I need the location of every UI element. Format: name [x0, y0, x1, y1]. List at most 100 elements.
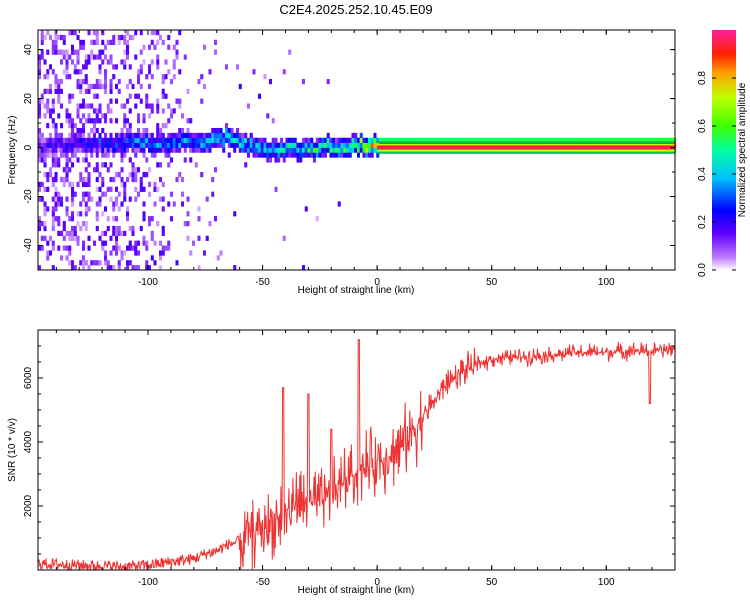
spectrogram-cell — [560, 137, 564, 143]
spectrogram-cell — [71, 30, 75, 36]
spectrogram-cell — [114, 147, 119, 153]
spectrogram-cell — [109, 137, 113, 143]
spectrogram-cell — [136, 132, 141, 139]
colorbar-gradient — [712, 30, 736, 270]
spectrogram-cell — [307, 152, 311, 158]
spectrogram-cell — [128, 34, 132, 41]
spectrogram-cell — [186, 127, 190, 134]
spectrogram-cell — [103, 255, 108, 261]
spectrogram-cell — [180, 137, 185, 143]
spectrogram-cell — [409, 137, 413, 143]
spectrogram-cell — [136, 265, 141, 271]
spectrogram-cell — [175, 54, 179, 60]
spectrogram-cell — [57, 88, 61, 94]
spectrogram-cell — [172, 59, 176, 65]
spectrogram-cell — [257, 93, 262, 99]
spectrogram-cell — [169, 142, 174, 148]
spectrogram-cell — [38, 132, 42, 139]
spectrogram-cell — [158, 147, 163, 153]
spectrogram-cell — [637, 137, 641, 143]
spectrogram-cell — [51, 181, 55, 188]
spectrogram-cell — [106, 216, 110, 222]
spectrogram-cell — [54, 172, 58, 178]
spectrogram-cell — [49, 88, 53, 94]
spectrogram-cell — [123, 59, 127, 65]
spectrogram-cell — [180, 142, 185, 148]
spectrogram-cell — [38, 137, 42, 143]
spectrogram-cell — [378, 137, 383, 143]
spectrogram-cell — [211, 176, 215, 183]
spectrogram-cell — [530, 137, 534, 143]
spectrogram-cell — [332, 147, 336, 153]
spectrogram-cell — [43, 103, 47, 109]
spectrogram-cell — [65, 49, 69, 55]
spectrogram-cell — [38, 225, 42, 232]
spectrogram-cell — [98, 103, 102, 109]
spectrogram-cell — [57, 132, 61, 139]
spectrogram-cell — [38, 64, 42, 70]
spectrogram-cell — [79, 44, 83, 50]
spectrogram-cell — [90, 147, 94, 153]
spectrogram-cell — [84, 88, 88, 94]
spectrogram-cell — [125, 127, 130, 134]
spectrogram-cell — [359, 142, 363, 148]
spectrogram-cell — [128, 157, 132, 163]
spectrogram-cell — [57, 142, 61, 148]
spectrogram-cell — [103, 162, 108, 168]
spectrogram-cell — [71, 201, 75, 207]
spectrogram-cell — [290, 147, 295, 153]
spectrogram-cell — [54, 196, 58, 202]
spectrogram-cell — [131, 137, 135, 143]
spectrogram-cell — [142, 127, 146, 134]
spectrogram-cell — [114, 64, 119, 70]
spectrogram-cell — [370, 152, 374, 158]
spectrogram-cell — [57, 83, 61, 90]
spectrogram-cell — [458, 137, 462, 143]
spectrogram-cell — [310, 142, 314, 148]
spectrogram-cell — [76, 103, 80, 109]
spectrogram-cell — [125, 30, 130, 36]
spectrogram-cell — [233, 147, 237, 153]
spectrogram-cell — [158, 34, 163, 41]
spectrogram-cell — [202, 142, 207, 148]
spectrogram-cell — [60, 132, 64, 139]
spectrogram-cell — [134, 152, 138, 158]
spectrogram-cell — [172, 74, 176, 80]
spectrogram-cell — [260, 152, 264, 158]
spectrogram-cell — [153, 201, 157, 207]
spectrogram-cell — [71, 265, 75, 271]
spectrogram-cell — [172, 132, 176, 139]
spectrogram-cell — [568, 137, 572, 143]
spectrogram-cell — [343, 147, 347, 153]
spectrogram-cell — [103, 230, 108, 237]
spectrogram-cell — [103, 152, 108, 158]
spectrogram-cell — [128, 64, 132, 70]
spectrogram-cell — [134, 54, 138, 60]
spectrogram-cell — [271, 147, 275, 153]
spectrogram-cell — [84, 59, 88, 65]
spectrogram-cell — [87, 147, 91, 153]
spectrogram-cell — [95, 118, 99, 124]
spectrogram-cell — [257, 142, 262, 148]
spectrogram-cell — [150, 142, 154, 148]
spectrogram-cell — [101, 191, 105, 197]
spectrogram-cell — [263, 74, 267, 80]
spectrogram-cell — [71, 186, 75, 192]
spectrogram-chart: -100 -50 0 50 100 -40 -20 0 20 40 Height of stra… — [7, 29, 677, 296]
spectrogram-cell — [235, 142, 240, 148]
spectrogram-cell — [43, 113, 47, 119]
spectrogram-cell — [65, 206, 69, 212]
spectrogram-cell — [425, 137, 429, 143]
spectrogram-cell — [139, 186, 143, 192]
spectrogram-cell — [147, 83, 152, 90]
spectrogram-cell — [95, 162, 99, 168]
spectrogram-cell — [235, 132, 240, 139]
spectrogram-cell — [164, 59, 168, 65]
spectrogram-cell — [288, 147, 292, 153]
snr-y-label: SNR (10 * v/v) — [7, 418, 18, 482]
spectrogram-cell — [197, 147, 201, 153]
spectrogram-cell — [139, 142, 143, 148]
spectrogram-cell — [175, 176, 179, 183]
spectrogram-cell — [38, 142, 42, 148]
spectrogram-cell — [81, 265, 86, 271]
